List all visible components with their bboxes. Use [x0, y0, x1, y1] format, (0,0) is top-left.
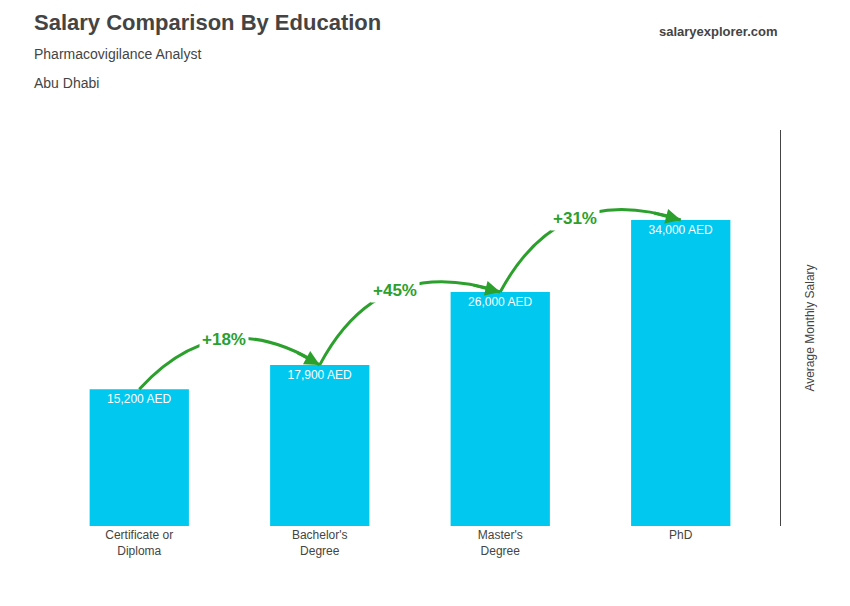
- svg-text:+31%: +31%: [553, 209, 597, 228]
- svg-text:PhD: PhD: [669, 528, 693, 542]
- svg-text:Salary Comparison By Education: Salary Comparison By EducationPharmacovi…: [34, 10, 381, 90]
- svg-text:Bachelor'sDegree: Bachelor'sDegree: [292, 528, 348, 558]
- svg-text:Master'sDegree: Master'sDegree: [478, 528, 523, 558]
- svg-text:26,000 AED: 26,000 AED: [468, 295, 532, 309]
- svg-text:Certificate orDiploma: Certificate orDiploma: [105, 528, 173, 558]
- svg-text:+18%: +18%: [202, 330, 246, 349]
- svg-text:salaryexplorer.com: salaryexplorer.com: [659, 24, 778, 39]
- svg-text:15,200 AED: 15,200 AED: [107, 392, 171, 406]
- svg-text:Average Monthly Salary: Average Monthly Salary: [803, 264, 817, 391]
- svg-text:+45%: +45%: [373, 281, 417, 300]
- svg-text:34,000 AED: 34,000 AED: [649, 223, 713, 237]
- svg-text:17,900 AED: 17,900 AED: [288, 368, 352, 382]
